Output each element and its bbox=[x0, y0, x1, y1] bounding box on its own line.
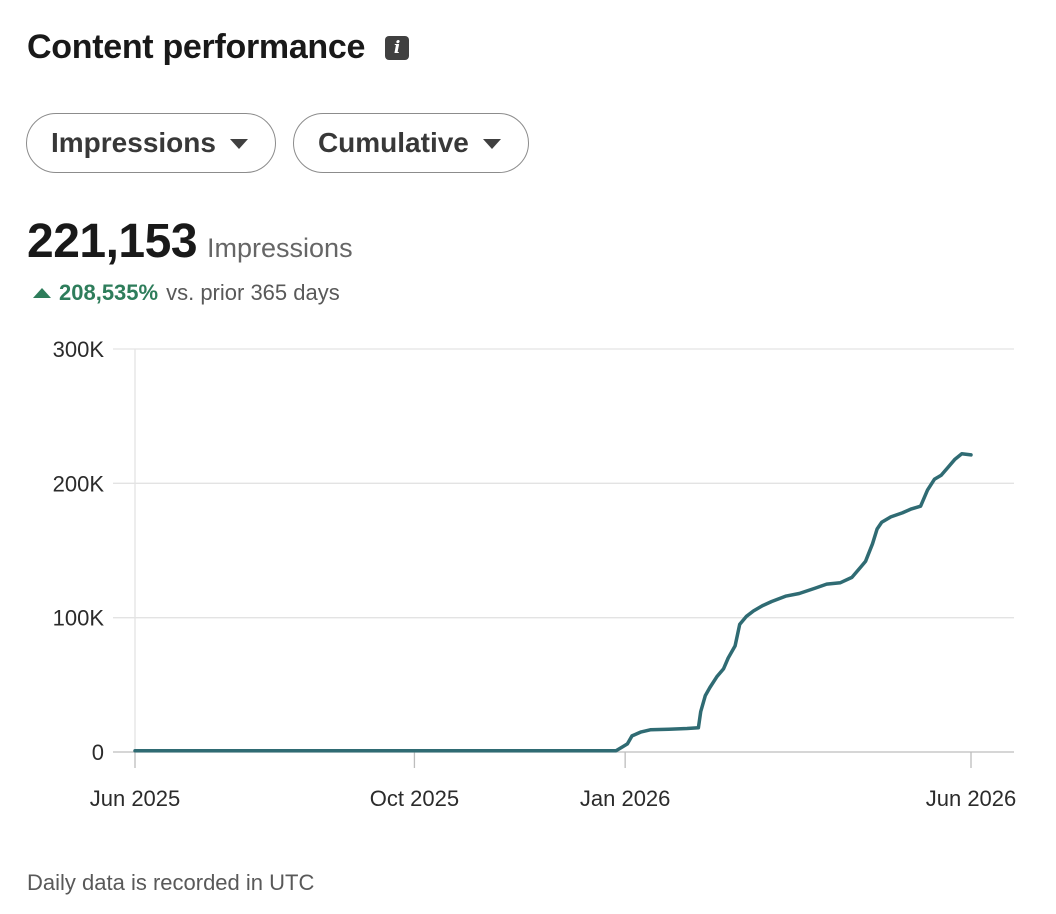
aggregation-dropdown[interactable]: Cumulative bbox=[292, 113, 529, 173]
y-tick-label: 0 bbox=[92, 740, 104, 765]
y-tick-label: 300K bbox=[53, 337, 105, 362]
x-tick-label: Oct 2025 bbox=[370, 786, 459, 811]
change-indicator: 208,535% vs. prior 365 days bbox=[33, 280, 340, 306]
metric-dropdown-label: Impressions bbox=[51, 127, 216, 158]
filter-bar: Impressions Cumulative bbox=[26, 113, 529, 173]
change-value: 208,535% bbox=[59, 280, 159, 305]
impressions-line-chart: 0 100K 200K 300K Jun 2025 Oct 2025 Jan 2026 Jun… bbox=[53, 337, 1017, 811]
footer-note: Daily data is recorded in UTC bbox=[27, 870, 315, 895]
aggregation-dropdown-label: Cumulative bbox=[317, 127, 469, 158]
info-icon[interactable]: i bbox=[385, 35, 410, 60]
metric-summary: 221,153 Impressions bbox=[27, 214, 353, 269]
x-tick-label: Jun 2025 bbox=[90, 786, 181, 811]
x-tick-label: Jan 2026 bbox=[580, 786, 671, 811]
change-label: vs. prior 365 days bbox=[166, 280, 340, 305]
caret-down-icon bbox=[229, 139, 248, 149]
metric-value: 221,153 bbox=[27, 215, 198, 268]
series-line bbox=[133, 452, 973, 753]
caret-down-icon bbox=[482, 139, 501, 149]
y-tick-label: 100K bbox=[53, 606, 105, 631]
up-arrow-icon bbox=[33, 288, 51, 298]
metric-dropdown[interactable]: Impressions bbox=[26, 113, 276, 173]
y-tick-label: 200K bbox=[53, 471, 105, 496]
x-tick-label: Jun 2026 bbox=[926, 786, 1017, 811]
metric-unit: Impressions bbox=[207, 233, 353, 263]
page-title: Content performance bbox=[27, 28, 366, 66]
header: Content performance i bbox=[27, 28, 410, 67]
